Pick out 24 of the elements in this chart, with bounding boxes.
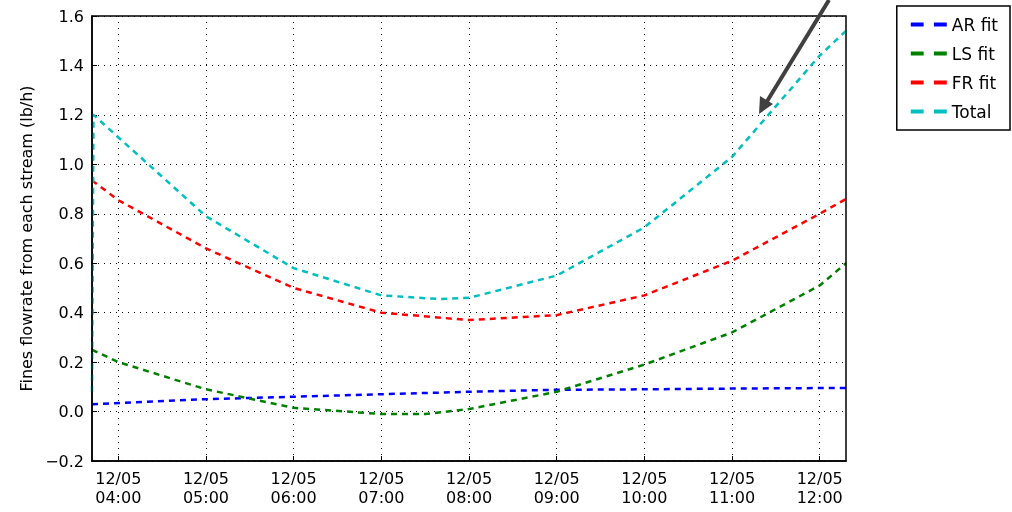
y-tick-label: 0.2 <box>58 352 84 372</box>
x-tick-label: 12/05 05:00 <box>182 469 230 507</box>
x-tick-label: 12/05 12:00 <box>796 469 843 507</box>
legend-label: FR fit <box>951 72 997 93</box>
y-tick-label: −0.2 <box>45 451 84 471</box>
y-axis-title: Fines flowrate from each stream (lb/h) <box>16 85 36 392</box>
x-tick-label: 12/05 09:00 <box>533 469 580 507</box>
x-tick-label: 12/05 11:00 <box>708 469 756 507</box>
y-tick-label: 1.0 <box>58 154 84 174</box>
y-tick-label: 1.2 <box>58 105 84 125</box>
y-tick-label: 0.0 <box>58 402 84 422</box>
y-tick-label: 0.8 <box>58 204 84 224</box>
x-tick-label: 12/05 08:00 <box>445 469 493 507</box>
y-tick-label: 0.6 <box>58 253 84 273</box>
x-tick-label: 12/05 07:00 <box>358 469 405 507</box>
legend-label: Total <box>950 101 992 122</box>
x-tick-label: 12/05 10:00 <box>621 469 668 507</box>
legend-label: AR fit <box>951 14 999 35</box>
x-tick-label: 12/05 06:00 <box>270 469 317 507</box>
x-tick-label: 12/05 04:00 <box>95 469 142 507</box>
y-tick-label: 1.6 <box>58 6 84 26</box>
y-tick-label: 0.4 <box>58 303 84 323</box>
y-tick-label: 1.4 <box>58 55 84 75</box>
legend-label: LS fit <box>951 43 996 64</box>
